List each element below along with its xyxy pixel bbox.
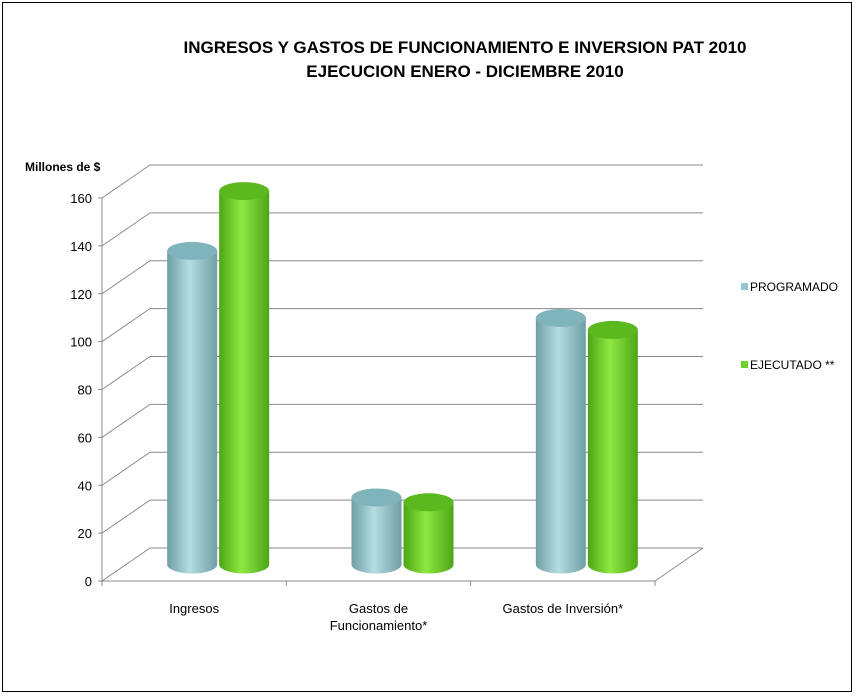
y-tick-label: 120 bbox=[70, 287, 92, 302]
y-tick-label: 40 bbox=[78, 478, 92, 493]
x-category-label: Funcionamiento* bbox=[330, 618, 428, 633]
gridline-side bbox=[101, 403, 151, 438]
gridline-side bbox=[101, 356, 151, 390]
legend-label: PROGRAMADO bbox=[750, 280, 838, 294]
y-tick-label: 140 bbox=[70, 239, 92, 254]
bar-programado bbox=[535, 308, 586, 574]
bar-top bbox=[587, 320, 638, 339]
bar-body bbox=[403, 502, 454, 574]
y-tick-label: 80 bbox=[78, 383, 92, 398]
x-category-label: Gastos de bbox=[349, 601, 408, 616]
bar-top bbox=[219, 182, 270, 201]
x-category-label: Gastos de Inversión* bbox=[502, 601, 623, 616]
bar-ejecutado bbox=[219, 182, 270, 574]
y-axis-label: Millones de $ bbox=[25, 160, 101, 174]
bar-body bbox=[535, 317, 586, 574]
bar-body bbox=[587, 329, 638, 574]
gridline-side bbox=[101, 547, 151, 582]
y-tick-label: 60 bbox=[78, 430, 92, 445]
bar-programado bbox=[167, 241, 218, 574]
bar-top bbox=[535, 308, 586, 327]
chart: INGRESOS Y GASTOS DE FUNCIONAMIENTO E IN… bbox=[25, 38, 838, 633]
bar-top bbox=[403, 493, 454, 512]
gridline-side bbox=[101, 164, 151, 199]
legend-swatch bbox=[741, 361, 748, 368]
y-tick-label: 160 bbox=[70, 191, 92, 206]
bar-programado bbox=[351, 488, 402, 574]
chart-title-line: INGRESOS Y GASTOS DE FUNCIONAMIENTO E IN… bbox=[183, 38, 746, 57]
bar-top bbox=[167, 241, 218, 260]
bar-ejecutado bbox=[587, 320, 638, 574]
legend-swatch bbox=[741, 283, 748, 290]
bar-top bbox=[351, 488, 402, 507]
y-tick-label: 20 bbox=[78, 526, 92, 541]
gridline-side bbox=[101, 308, 151, 343]
y-tick-label: 0 bbox=[85, 574, 92, 589]
floor-right-edge bbox=[654, 547, 704, 582]
x-category-label: Ingresos bbox=[169, 601, 219, 616]
y-tick-label: 100 bbox=[70, 335, 92, 350]
gridline-side bbox=[101, 499, 151, 534]
gridline-side bbox=[101, 212, 151, 247]
gridline-side bbox=[101, 451, 151, 486]
chart-title-line: EJECUCION ENERO - DICIEMBRE 2010 bbox=[306, 62, 623, 81]
bar-body bbox=[351, 497, 402, 574]
bar-ejecutado bbox=[403, 493, 454, 574]
bar-body bbox=[167, 250, 218, 574]
bar-body bbox=[219, 191, 270, 574]
gridline-side bbox=[101, 260, 151, 295]
legend-label: EJECUTADO ** bbox=[750, 358, 835, 372]
